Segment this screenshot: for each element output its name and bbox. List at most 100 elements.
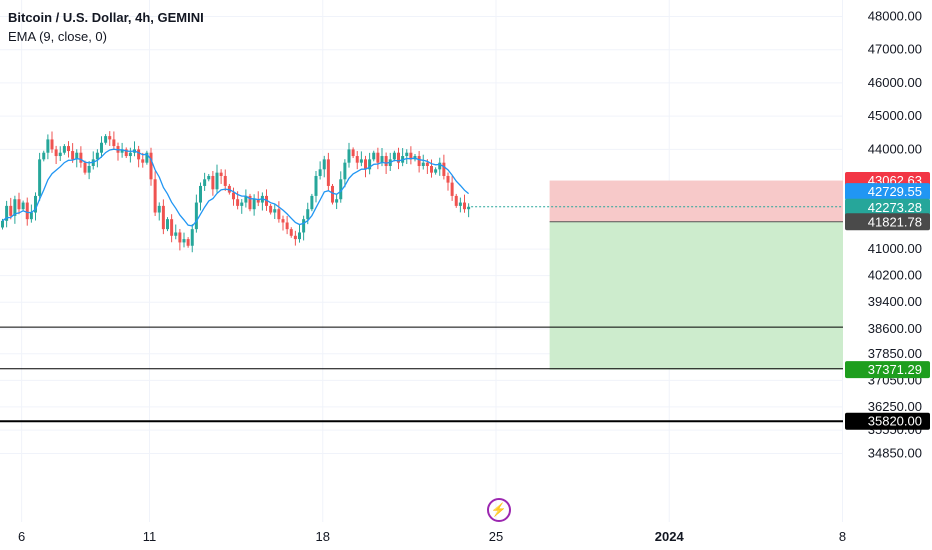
candle-body (21, 202, 25, 210)
candle-body (318, 169, 322, 176)
candle-body (199, 185, 202, 203)
candles (1, 131, 471, 253)
candle-body (9, 205, 13, 216)
price-tag-label: 42729.55 (868, 184, 922, 199)
candle-body (124, 149, 128, 157)
candle-body (141, 159, 145, 163)
candle-body (285, 222, 289, 230)
position-zones[interactable] (549, 180, 843, 370)
lightning-icon[interactable]: ⚡ (487, 498, 511, 522)
candle-body (306, 209, 310, 220)
y-tick-label: 44000.00 (868, 141, 922, 156)
candle-body (190, 229, 194, 246)
candle-body (405, 152, 409, 157)
candle-body (170, 219, 174, 236)
candle-body (145, 152, 149, 163)
candle-body (83, 162, 87, 173)
candle-body (161, 205, 165, 230)
symbol-title[interactable]: Bitcoin / U.S. Dollar, 4h, GEMINI (8, 10, 204, 25)
price-tag-label: 42273.28 (868, 200, 922, 215)
candle-body (25, 202, 29, 220)
candle-body (277, 209, 281, 220)
candle-body (178, 232, 182, 243)
y-axis[interactable]: 48000.00 47000.00 46000.00 45000.00 44000.00… (868, 8, 922, 460)
candle-body (421, 162, 425, 167)
y-tick-label: 46000.00 (868, 75, 922, 90)
candle-body (351, 149, 355, 157)
candle-body (343, 162, 347, 180)
price-tag-label: 37371.29 (868, 362, 922, 377)
candle-body (450, 182, 454, 196)
candle-body (29, 212, 33, 220)
candle-body (232, 192, 235, 200)
candle-body (310, 195, 314, 210)
candle-body (87, 166, 91, 173)
y-tick-label: 38600.00 (868, 321, 922, 336)
candle-body (71, 151, 75, 160)
candle-body (182, 239, 186, 243)
candle-body (149, 152, 153, 180)
candle-body (194, 202, 198, 230)
candle-body (219, 172, 223, 176)
price-tag-label: 41821.78 (868, 214, 922, 229)
candle-body (46, 139, 50, 153)
y-tick-label: 39400.00 (868, 294, 922, 309)
candle-body (434, 169, 438, 173)
take-profit-zone[interactable] (549, 221, 843, 370)
candle-body (467, 206, 471, 210)
stop-loss-zone[interactable] (549, 180, 843, 222)
candle-body (463, 202, 466, 210)
horizontal-levels[interactable] (0, 326, 843, 423)
candle-body (409, 152, 413, 160)
candle-body (302, 219, 306, 233)
ema-line (2, 148, 470, 227)
indicator-label[interactable]: EMA (9, close, 0) (8, 29, 107, 44)
candle-body (339, 179, 343, 200)
y-tick-label: 41000.00 (868, 241, 922, 256)
candle-body (95, 152, 99, 160)
candle-body (100, 142, 103, 153)
candle-body (384, 156, 388, 167)
candle-body (376, 152, 380, 163)
candle-body (137, 149, 141, 160)
x-tick-label: 25 (489, 529, 503, 544)
candle-body (347, 149, 351, 163)
x-axis[interactable]: 6 11 18 25 2024 8 (18, 529, 846, 544)
candle-body (62, 146, 66, 153)
candle-body (211, 175, 215, 190)
candle-body (5, 205, 9, 221)
candle-body (314, 175, 318, 196)
candle-body (174, 232, 178, 236)
candle-body (252, 199, 256, 210)
grid (0, 0, 843, 522)
price-tag (845, 361, 930, 379)
candle-body (75, 152, 79, 160)
candle-body (397, 152, 400, 163)
candle-body (166, 219, 169, 230)
candle-body (289, 229, 293, 236)
candle-body (281, 219, 285, 223)
candle-body (203, 179, 207, 186)
candle-body (186, 239, 190, 246)
candle-body (104, 136, 108, 143)
candle-body (50, 139, 54, 150)
candle-body (244, 195, 248, 203)
candle-body (34, 195, 37, 213)
y-tick-label: 36250.00 (868, 399, 922, 414)
candle-body (58, 152, 62, 157)
candle-body (79, 152, 83, 163)
candle-body (430, 166, 433, 173)
price-tag-label: 35820.00 (868, 414, 922, 429)
candle-body (273, 209, 277, 213)
candle-body (392, 152, 396, 160)
x-tick-label: 11 (143, 529, 157, 544)
candle-body (458, 202, 462, 206)
y-tick-label: 48000.00 (868, 8, 922, 23)
x-tick-label: 2024 (655, 529, 685, 544)
y-tick-label: 34850.00 (868, 445, 922, 460)
price-tag (845, 183, 930, 201)
x-tick-label: 6 (18, 529, 25, 544)
candle-body (256, 199, 260, 203)
x-tick-label: 8 (839, 529, 846, 544)
